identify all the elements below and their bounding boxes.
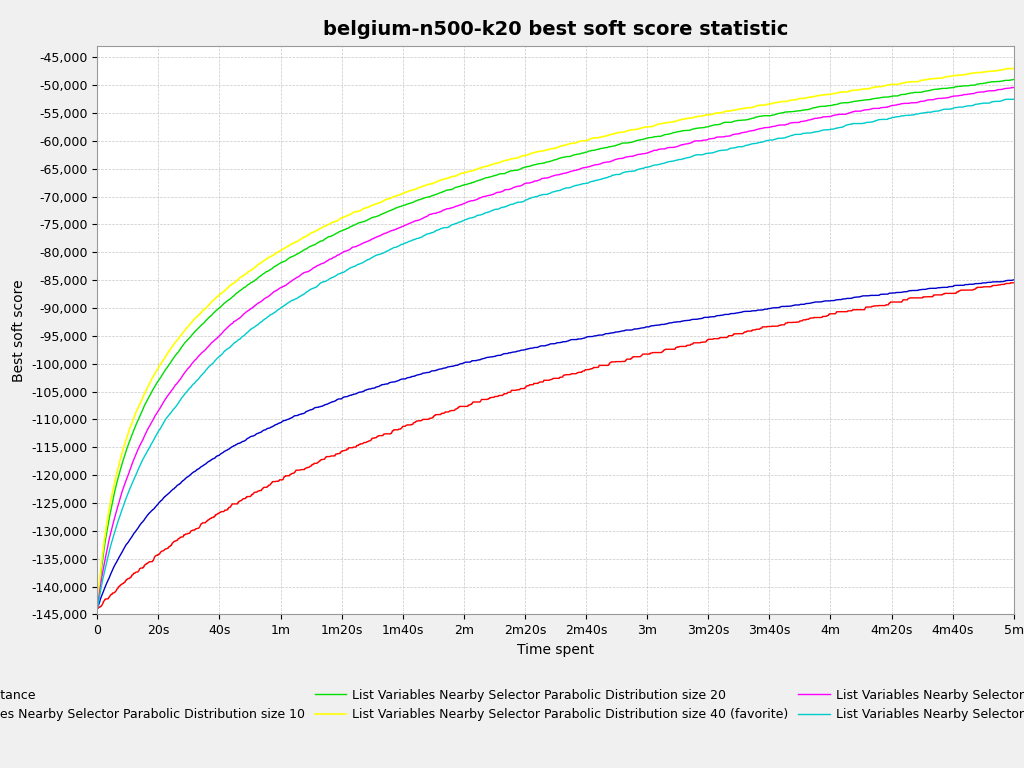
List Variables Nearby Selector Parabolic Distribution size 20 [1008, 75, 1020, 84]
List Variables Nearby Selector Parabolic Distribution size 10 [1008, 275, 1020, 284]
List Variables Nearby Selector Parabolic Distribution size 10 [91, 604, 103, 614]
Late Acceptance [1005, 278, 1017, 287]
List Variables Nearby Selector Parabolic Distribution size 160 [687, 151, 699, 161]
List Variables Nearby Selector Parabolic Distribution size 160 [1008, 94, 1020, 104]
List Variables Nearby Selector Parabolic Distribution size 40 (favorite) [1008, 64, 1020, 73]
Late Acceptance [775, 320, 787, 329]
List Variables Nearby Selector Parabolic Distribution size 20 [1008, 75, 1020, 84]
List Variables Nearby Selector Parabolic Distribution size 20 [845, 98, 857, 107]
List Variables Nearby Selector Parabolic Distribution size 80 [1007, 83, 1019, 92]
List Variables Nearby Selector Parabolic Distribution size 160 [845, 120, 857, 129]
List Variables Nearby Selector Parabolic Distribution size 80 [641, 148, 653, 157]
List Variables Nearby Selector Parabolic Distribution size 10 [845, 294, 857, 303]
List Variables Nearby Selector Parabolic Distribution size 80 [687, 137, 699, 146]
List Variables Nearby Selector Parabolic Distribution size 10 [641, 323, 653, 332]
List Variables Nearby Selector Parabolic Distribution size 160 [775, 134, 787, 143]
Line: List Variables Nearby Selector Parabolic Distribution size 40 (favorite): List Variables Nearby Selector Parabolic… [97, 68, 1014, 609]
List Variables Nearby Selector Parabolic Distribution size 40 (favorite) [1001, 64, 1014, 73]
List Variables Nearby Selector Parabolic Distribution size 10 [1008, 275, 1020, 284]
Title: belgium-n500-k20 best soft score statistic: belgium-n500-k20 best soft score statist… [323, 20, 788, 39]
List Variables Nearby Selector Parabolic Distribution size 160 [441, 223, 454, 232]
Line: Late Acceptance: Late Acceptance [97, 283, 1014, 608]
List Variables Nearby Selector Parabolic Distribution size 40 (favorite) [641, 122, 653, 131]
List Variables Nearby Selector Parabolic Distribution size 40 (favorite) [258, 256, 270, 265]
List Variables Nearby Selector Parabolic Distribution size 160 [641, 163, 653, 172]
List Variables Nearby Selector Parabolic Distribution size 80 [258, 295, 270, 304]
List Variables Nearby Selector Parabolic Distribution size 80 [1008, 83, 1020, 92]
List Variables Nearby Selector Parabolic Distribution size 160 [91, 604, 103, 614]
List Variables Nearby Selector Parabolic Distribution size 40 (favorite) [775, 97, 787, 106]
Y-axis label: Best soft score: Best soft score [11, 279, 26, 382]
Line: List Variables Nearby Selector Parabolic Distribution size 160: List Variables Nearby Selector Parabolic… [97, 99, 1014, 609]
List Variables Nearby Selector Parabolic Distribution size 80 [845, 108, 857, 118]
Late Acceptance [1008, 278, 1020, 287]
List Variables Nearby Selector Parabolic Distribution size 40 (favorite) [845, 86, 857, 95]
Line: List Variables Nearby Selector Parabolic Distribution size 10: List Variables Nearby Selector Parabolic… [97, 280, 1014, 609]
List Variables Nearby Selector Parabolic Distribution size 10 [441, 362, 454, 372]
List Variables Nearby Selector Parabolic Distribution size 20 [258, 269, 270, 278]
List Variables Nearby Selector Parabolic Distribution size 80 [775, 121, 787, 130]
List Variables Nearby Selector Parabolic Distribution size 40 (favorite) [91, 604, 103, 614]
List Variables Nearby Selector Parabolic Distribution size 10 [687, 315, 699, 324]
Legend: Late Acceptance, List Variables Nearby Selector Parabolic Distribution size 10, : Late Acceptance, List Variables Nearby S… [0, 689, 1024, 721]
X-axis label: Time spent: Time spent [517, 643, 594, 657]
Late Acceptance [441, 407, 454, 416]
Late Acceptance [687, 339, 699, 348]
List Variables Nearby Selector Parabolic Distribution size 10 [775, 302, 787, 311]
List Variables Nearby Selector Parabolic Distribution size 40 (favorite) [687, 113, 699, 122]
List Variables Nearby Selector Parabolic Distribution size 80 [91, 604, 103, 614]
List Variables Nearby Selector Parabolic Distribution size 20 [641, 134, 653, 143]
Late Acceptance [258, 483, 270, 492]
List Variables Nearby Selector Parabolic Distribution size 20 [441, 186, 454, 195]
List Variables Nearby Selector Parabolic Distribution size 20 [91, 604, 103, 614]
Late Acceptance [641, 349, 653, 359]
Late Acceptance [91, 604, 103, 613]
List Variables Nearby Selector Parabolic Distribution size 20 [775, 108, 787, 118]
Late Acceptance [845, 306, 857, 316]
Line: List Variables Nearby Selector Parabolic Distribution size 80: List Variables Nearby Selector Parabolic… [97, 88, 1014, 609]
List Variables Nearby Selector Parabolic Distribution size 160 [1000, 94, 1013, 104]
Line: List Variables Nearby Selector Parabolic Distribution size 20: List Variables Nearby Selector Parabolic… [97, 80, 1014, 609]
List Variables Nearby Selector Parabolic Distribution size 20 [687, 124, 699, 134]
List Variables Nearby Selector Parabolic Distribution size 160 [258, 315, 270, 324]
List Variables Nearby Selector Parabolic Distribution size 80 [441, 204, 454, 214]
List Variables Nearby Selector Parabolic Distribution size 40 (favorite) [441, 174, 454, 183]
List Variables Nearby Selector Parabolic Distribution size 10 [258, 425, 270, 435]
